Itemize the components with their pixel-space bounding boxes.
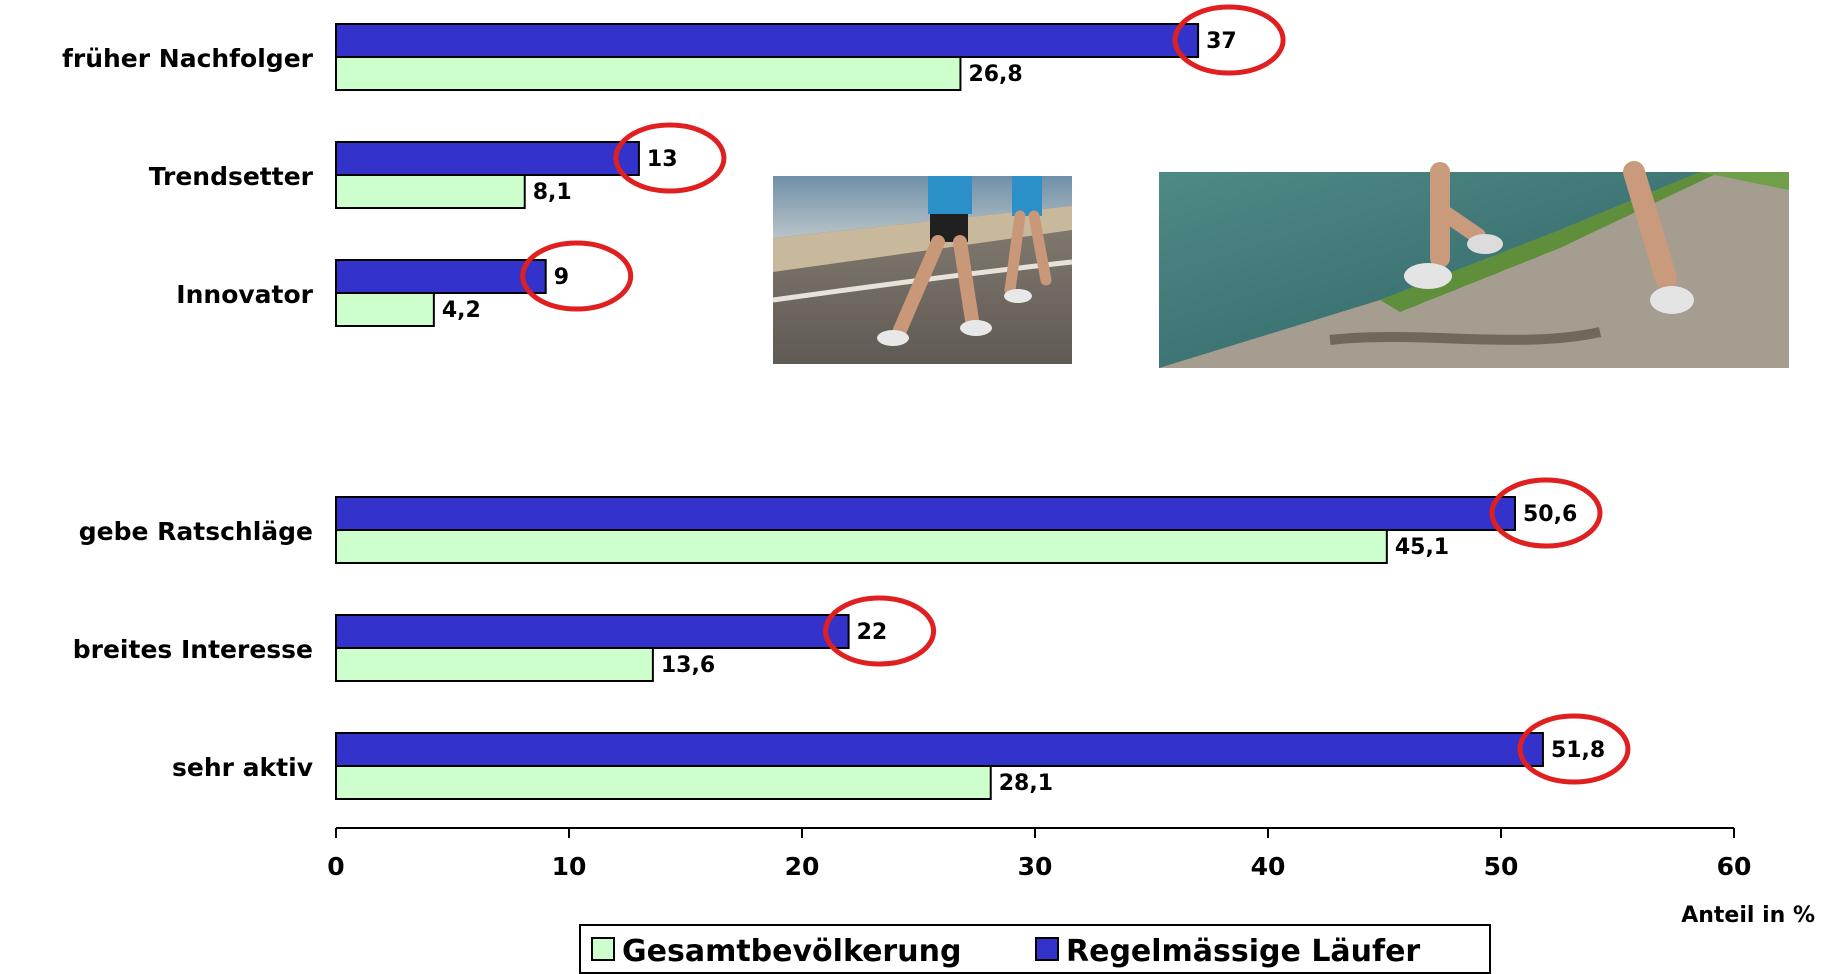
data-label: 22	[857, 620, 888, 645]
highlight-circle	[1517, 713, 1631, 785]
category-label: früher Nachfolger	[62, 44, 314, 73]
highlight-circle	[613, 122, 727, 194]
category-label: sehr aktiv	[172, 753, 313, 782]
data-label: 28,1	[999, 771, 1053, 796]
x-tick-label: 0	[327, 852, 344, 881]
category-label: breites Interesse	[73, 635, 313, 664]
category-label: Trendsetter	[149, 162, 314, 191]
x-tick-label: 60	[1717, 852, 1752, 881]
category-label: gebe Ratschläge	[79, 517, 313, 546]
bar-regelmaessige-laeufer	[335, 259, 547, 294]
data-label: 4,2	[442, 298, 481, 323]
highlight-circle	[823, 595, 937, 667]
bar-gesamtbevoelkerung	[335, 292, 435, 327]
runners-photo-beach	[772, 176, 1073, 364]
data-label: 45,1	[1395, 535, 1449, 560]
x-axis-label: Anteil in %	[1681, 903, 1815, 928]
data-label: 8,1	[533, 180, 572, 205]
data-label: 13,6	[661, 653, 715, 678]
data-label: 51,8	[1551, 738, 1605, 763]
runners-photo-lake	[1159, 161, 1789, 368]
x-tick-label: 30	[1018, 852, 1053, 881]
bar-gesamtbevoelkerung	[335, 647, 654, 682]
legend-swatch-regelmaessige-laeufer	[1035, 937, 1059, 961]
bar-gesamtbevoelkerung	[335, 529, 1388, 564]
legend-label: Regelmässige Läufer	[1066, 934, 1420, 969]
bar-gesamtbevoelkerung	[335, 765, 992, 800]
highlight-circle	[520, 240, 634, 312]
bar-gesamtbevoelkerung	[335, 56, 962, 91]
highlight-circle	[1489, 477, 1603, 549]
x-tick-label: 10	[552, 852, 587, 881]
bar-regelmaessige-laeufer	[335, 141, 640, 176]
bar-regelmaessige-laeufer	[335, 496, 1516, 531]
bar-regelmaessige-laeufer	[335, 614, 850, 649]
legend-swatch-gesamtbevoelkerung	[591, 937, 615, 961]
x-tick-label: 40	[1251, 852, 1286, 881]
bar-regelmaessige-laeufer	[335, 23, 1200, 58]
data-label: 50,6	[1523, 502, 1577, 527]
x-tick-label: 50	[1484, 852, 1519, 881]
data-label: 26,8	[968, 62, 1022, 87]
highlight-circle	[1172, 4, 1286, 76]
legend-label: Gesamtbevölkerung	[622, 934, 961, 969]
data-label: 37	[1206, 29, 1237, 54]
x-tick-label: 20	[785, 852, 820, 881]
data-label: 13	[647, 147, 678, 172]
bar-gesamtbevoelkerung	[335, 174, 526, 209]
data-label: 9	[554, 265, 569, 290]
category-label: Innovator	[176, 280, 313, 309]
bar-regelmaessige-laeufer	[335, 732, 1544, 767]
